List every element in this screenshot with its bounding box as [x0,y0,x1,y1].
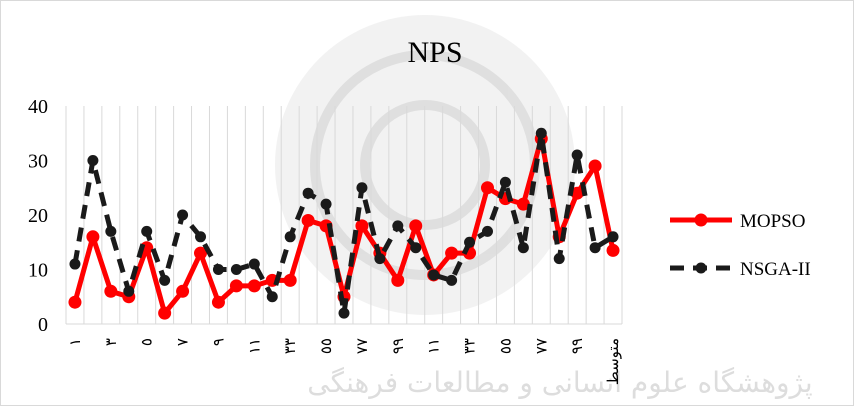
data-point-mopso [409,219,422,232]
x-tick-label: ١ [68,338,84,346]
data-point-nsga-ii [590,242,601,253]
data-point-nsga-ii [500,177,511,188]
data-point-nsga-ii [141,226,152,237]
data-point-nsga-ii [446,275,457,286]
data-point-mopso [481,181,494,194]
data-point-nsga-ii [392,220,403,231]
data-point-nsga-ii [231,264,242,275]
data-point-mopso [104,285,117,298]
legend-label-mopso: MOPSO [740,211,805,232]
data-point-nsga-ii [518,242,529,253]
data-point-mopso [230,279,243,292]
data-point-mopso [284,274,297,287]
data-point-nsga-ii [177,210,188,221]
legend-label-nsga-ii: NSGA-II [740,259,811,280]
data-point-nsga-ii [374,253,385,264]
data-point-nsga-ii [267,291,278,302]
data-point-nsga-ii [428,269,439,280]
legend: MOPSO NSGA-II [670,211,811,280]
data-point-mopso [589,159,602,172]
data-point-nsga-ii [410,242,421,253]
data-point-nsga-ii [249,259,260,270]
y-axis: 0 10 20 30 40 [28,96,48,336]
legend-marker-mopso [695,214,708,227]
data-point-nsga-ii [195,231,206,242]
data-point-nsga-ii [339,308,350,319]
x-tick-label: ٩٩ [570,338,586,354]
data-point-mopso [68,296,81,309]
y-tick-label: 40 [28,96,48,118]
x-tick-label: ٧ [176,338,192,346]
y-tick-label: 20 [28,205,48,227]
x-tick-label: ٣ [104,338,120,346]
x-tick-label: ٩٩ [391,338,407,354]
data-point-mopso [445,247,458,260]
data-point-mopso [302,214,315,227]
data-point-nsga-ii [608,231,619,242]
x-tick-label: ٣٣ [283,338,299,354]
data-point-nsga-ii [356,182,367,193]
data-point-nsga-ii [285,231,296,242]
legend-marker-nsga-ii [696,263,707,274]
data-point-nsga-ii [159,275,170,286]
chart-title: NPS [407,36,462,69]
data-point-nsga-ii [123,286,134,297]
data-point-nsga-ii [321,199,332,210]
x-tick-label: ١١ [427,338,443,354]
data-point-mopso [86,230,99,243]
data-point-mopso [176,285,189,298]
data-point-nsga-ii [105,226,116,237]
data-point-nsga-ii [482,226,493,237]
y-tick-label: 30 [28,151,48,173]
data-point-mopso [607,244,620,257]
data-point-nsga-ii [554,253,565,264]
data-point-nsga-ii [69,259,80,270]
data-point-nsga-ii [464,237,475,248]
data-point-mopso [212,296,225,309]
y-tick-label: 10 [28,260,48,282]
x-tick-label: ٥ [140,338,156,346]
x-tick-label: متوسط [606,338,622,385]
x-tick-label: ١١ [247,338,263,354]
data-point-nsga-ii [572,150,583,161]
data-point-mopso [248,279,261,292]
x-axis: ١ ٣ ٥ ٧ ٩ ١١ ٣٣ ٥٥ ٧٧ ٩٩ ١١ ٣٣ ٥٥ ٧٧ ٩٩ متوسط [68,338,622,385]
x-tick-label: ٧٧ [355,338,371,354]
x-tick-label: ٧٧ [534,338,550,354]
x-tick-label: ٩ [211,338,227,346]
data-point-nsga-ii [87,155,98,166]
x-tick-label: ٣٣ [463,338,479,354]
x-tick-label: ٥٥ [498,338,514,354]
x-tick-label: ٥٥ [319,338,335,354]
series-layer [68,128,619,320]
data-point-nsga-ii [213,264,224,275]
data-point-nsga-ii [536,128,547,139]
data-point-mopso [158,307,171,320]
y-tick-label: 0 [38,314,48,336]
data-point-nsga-ii [303,188,314,199]
data-point-mopso [391,274,404,287]
